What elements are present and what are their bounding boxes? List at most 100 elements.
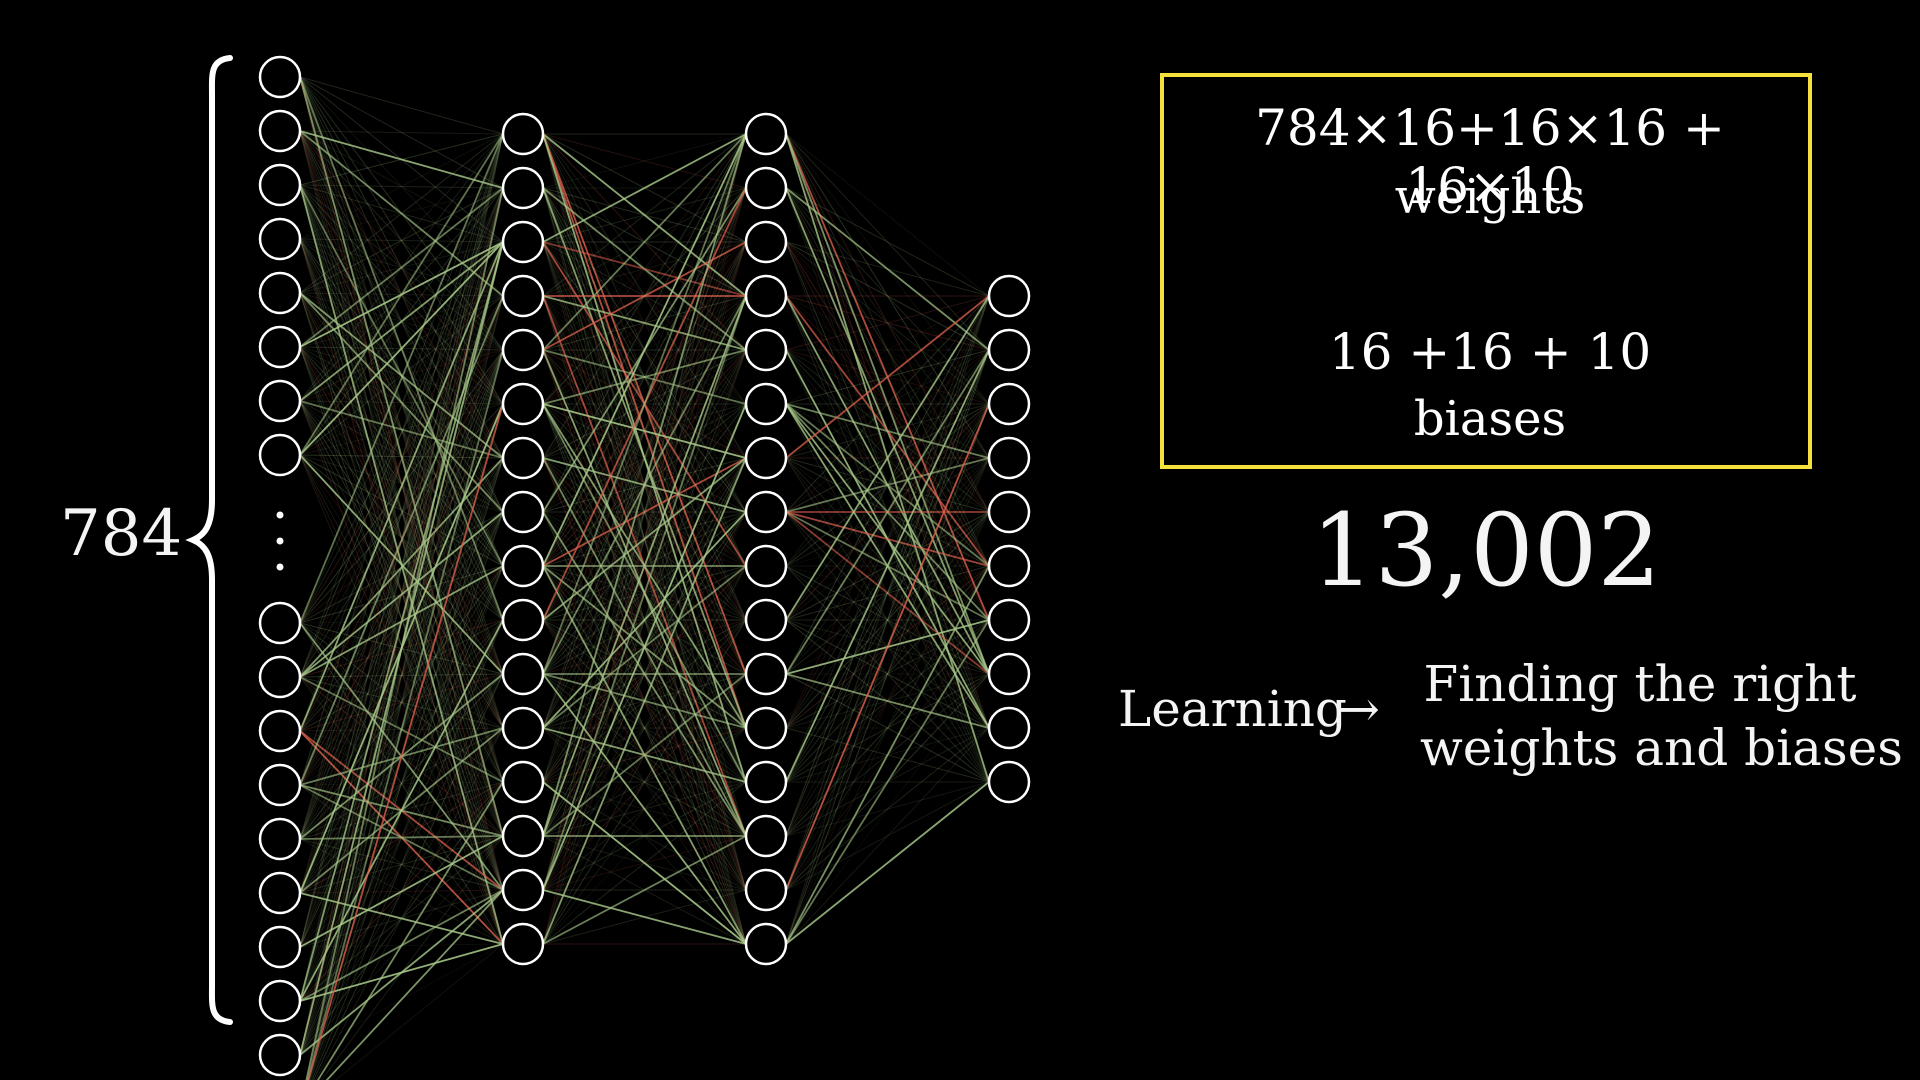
ellipsis-dot bbox=[276, 563, 284, 571]
connection-edge bbox=[299, 292, 504, 621]
connection-edge bbox=[299, 511, 504, 840]
connection-edge bbox=[299, 619, 504, 1002]
connection-edge bbox=[542, 403, 747, 837]
neuron-layer-3 bbox=[744, 274, 788, 318]
input-layer-brace bbox=[185, 55, 233, 1025]
connection-edge bbox=[785, 295, 990, 351]
right-arrow-icon: → bbox=[1338, 680, 1380, 738]
connection-edge bbox=[785, 349, 990, 891]
connection-edge bbox=[305, 187, 504, 1080]
connection-edge bbox=[785, 619, 990, 945]
connection-edge bbox=[785, 187, 990, 405]
connection-edge bbox=[299, 184, 504, 243]
connection-edge bbox=[542, 889, 747, 945]
connection-edge bbox=[542, 133, 747, 189]
neuron-layer-2 bbox=[501, 274, 545, 318]
connection-edge bbox=[299, 619, 504, 948]
connection-edge bbox=[299, 454, 504, 459]
connection-edge bbox=[299, 349, 504, 402]
connection-edge bbox=[542, 511, 747, 729]
connection-edge bbox=[299, 403, 504, 732]
connection-edge bbox=[299, 187, 504, 1002]
connection-edge bbox=[299, 133, 504, 1056]
neuron-layer-3 bbox=[744, 760, 788, 804]
connection-edge bbox=[299, 781, 504, 1056]
connection-edge bbox=[785, 457, 990, 891]
connection-edge bbox=[542, 889, 747, 945]
connection-edge bbox=[299, 187, 504, 456]
connection-edge bbox=[542, 295, 747, 351]
connection-edge bbox=[299, 727, 504, 840]
neuron-layer-3 bbox=[744, 436, 788, 480]
learning-description-line-2: weights and biases bbox=[1420, 719, 1903, 777]
connection-edge bbox=[299, 133, 504, 840]
parameter-formula-box: 784×16+16×16 + 16×10 weights 16 +16 + 10… bbox=[1160, 73, 1812, 469]
connection-edge bbox=[542, 133, 747, 459]
connection-edge bbox=[299, 133, 504, 186]
connection-edge bbox=[785, 673, 990, 783]
neuron-layer-1 bbox=[258, 979, 302, 1023]
neuron-layer-3 bbox=[744, 814, 788, 858]
connection-edge bbox=[785, 295, 990, 513]
connection-edge bbox=[542, 835, 747, 945]
connection-edge bbox=[785, 673, 990, 783]
connection-edge bbox=[542, 187, 747, 729]
connection-edge bbox=[316, 781, 504, 1080]
connection-edge bbox=[785, 565, 990, 783]
connection-edge bbox=[785, 511, 990, 675]
connection-edge bbox=[542, 619, 747, 891]
neuron-layer-2 bbox=[501, 328, 545, 372]
connection-edge bbox=[308, 457, 504, 1080]
connection-edge bbox=[785, 565, 990, 837]
connection-edge bbox=[299, 130, 504, 351]
neuron-layer-1 bbox=[258, 655, 302, 699]
neuron-layer-3 bbox=[744, 112, 788, 156]
connection-edge bbox=[299, 400, 504, 675]
neuron-layer-3 bbox=[744, 544, 788, 588]
connection-edge bbox=[785, 403, 990, 837]
connection-edge bbox=[785, 403, 990, 891]
connection-edge bbox=[299, 292, 504, 675]
connection-edge bbox=[785, 349, 990, 729]
connection-edge bbox=[306, 349, 504, 1080]
connection-edge bbox=[785, 295, 990, 351]
weights-formula: 784×16+16×16 + 16×10 bbox=[1255, 99, 1725, 215]
connection-edge bbox=[542, 187, 747, 729]
connection-edge bbox=[299, 133, 504, 624]
connection-edge bbox=[299, 730, 504, 837]
connection-edge bbox=[542, 781, 747, 837]
connection-edge bbox=[785, 295, 990, 567]
neuron-layer-4 bbox=[987, 598, 1031, 642]
connection-edge bbox=[785, 511, 990, 567]
connection-edge bbox=[299, 241, 504, 456]
connection-edge bbox=[785, 295, 990, 837]
learning-description-line-1: Finding the right bbox=[1423, 655, 1857, 713]
connection-edge bbox=[785, 619, 990, 837]
neuron-layer-1 bbox=[258, 763, 302, 807]
connection-edge bbox=[785, 673, 990, 729]
connection-edge bbox=[785, 565, 990, 621]
connection-edge bbox=[299, 76, 504, 135]
connection-edge bbox=[299, 241, 504, 894]
connection-edge bbox=[785, 727, 990, 891]
connection-edge bbox=[785, 511, 990, 891]
connection-edge bbox=[542, 295, 747, 459]
connection-edge bbox=[299, 133, 504, 240]
connection-edge bbox=[785, 403, 990, 459]
connection-edge bbox=[542, 403, 747, 459]
connection-edge bbox=[299, 133, 504, 786]
connection-edge bbox=[542, 727, 747, 945]
neuron-layer-1 bbox=[258, 433, 302, 477]
connection-edge bbox=[542, 295, 747, 729]
neuron-layer-3 bbox=[744, 220, 788, 264]
connection-edge bbox=[785, 565, 990, 675]
connection-edge bbox=[542, 187, 747, 243]
connection-edge bbox=[785, 187, 990, 621]
neuron-layer-1 bbox=[258, 925, 302, 969]
neuron-layer-1 bbox=[258, 709, 302, 753]
connection-edge bbox=[299, 349, 504, 786]
neuron-layer-2 bbox=[501, 220, 545, 264]
neuron-layer-3 bbox=[744, 598, 788, 642]
neuron-layer-3 bbox=[744, 328, 788, 372]
